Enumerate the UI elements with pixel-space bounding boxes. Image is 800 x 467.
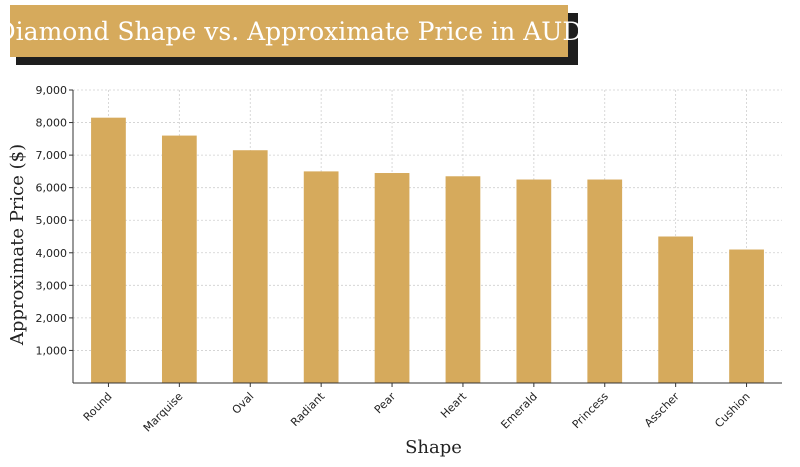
x-tick-label: Emerald xyxy=(498,390,540,432)
x-tick-label: Pear xyxy=(372,390,399,417)
x-tick-label: Round xyxy=(81,390,115,424)
bar-pear xyxy=(374,173,410,383)
y-tick-label: 3,000 xyxy=(36,279,68,292)
y-tick-label: 8,000 xyxy=(36,117,68,130)
y-tick-label: 5,000 xyxy=(36,214,68,227)
bar-radiant xyxy=(303,171,339,383)
bar-asscher xyxy=(658,236,694,383)
bar-heart xyxy=(445,176,481,383)
y-tick-label: 4,000 xyxy=(36,247,68,260)
bar-princess xyxy=(587,179,623,383)
title-banner: Diamond Shape vs. Approximate Price in A… xyxy=(0,5,582,57)
y-axis-title: Approximate Price ($) xyxy=(7,144,28,346)
y-tick-label: 1,000 xyxy=(36,344,68,357)
x-axis-title: Shape xyxy=(405,437,462,458)
x-tick-label: Oval xyxy=(230,390,257,417)
x-tick-label: Marquise xyxy=(141,390,186,435)
bar-marquise xyxy=(161,135,197,383)
x-tick-label: Asscher xyxy=(642,390,682,430)
bar-cushion xyxy=(729,249,764,383)
y-tick-label: 9,000 xyxy=(36,84,68,97)
y-tick-label: 7,000 xyxy=(36,149,68,162)
x-tick-label: Cushion xyxy=(712,390,752,430)
y-tick-label: 6,000 xyxy=(36,182,68,195)
x-tick-label: Princess xyxy=(570,390,611,431)
x-tick-label: Heart xyxy=(438,389,469,420)
bar-oval xyxy=(232,150,268,383)
x-tick-label: Radiant xyxy=(288,389,328,429)
y-tick-label: 2,000 xyxy=(36,312,68,325)
bar-emerald xyxy=(516,179,552,383)
chart-title: Diamond Shape vs. Approximate Price in A… xyxy=(0,16,583,46)
bar-round xyxy=(91,117,126,383)
